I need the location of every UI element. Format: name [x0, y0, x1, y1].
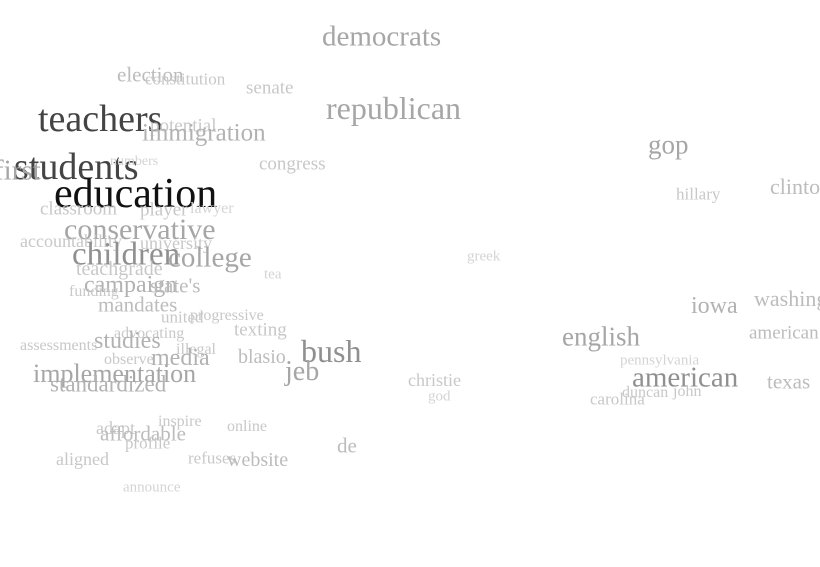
word-education: education	[54, 171, 218, 217]
word-students: students	[14, 146, 139, 188]
word-texting: texting	[234, 319, 287, 341]
word-announce: announce	[123, 479, 181, 496]
word-carolina: carolina	[590, 389, 645, 409]
word-standardized: standardized	[50, 371, 167, 397]
word-progressive: progressive	[190, 307, 264, 324]
word-media: media	[151, 345, 210, 371]
word-teachers: teachers	[38, 98, 163, 140]
word-iowa: iowa	[691, 293, 738, 319]
word-clinton: clinton	[770, 174, 820, 199]
word-children: children	[72, 236, 181, 273]
word-campaign: campaign	[84, 272, 178, 298]
word-gop: gop	[648, 129, 689, 160]
word-implementation: implementation	[33, 359, 197, 388]
word-studies: studies	[94, 328, 161, 354]
word-united: united	[161, 307, 204, 327]
word-american: american	[632, 361, 739, 394]
word-first: first	[0, 154, 41, 187]
word-lawyer: lawyer	[190, 200, 234, 217]
word-election: election	[117, 62, 184, 87]
word-god: god	[428, 388, 451, 405]
word-pennsylvania: pennsylvania	[620, 352, 700, 369]
word-texas: texas	[767, 369, 811, 394]
word-john: john	[673, 383, 702, 400]
word-teachgrade: teachgrade	[76, 258, 163, 280]
word-immigration: immigration	[142, 119, 266, 147]
word-duncan: duncan	[622, 384, 669, 401]
word-observe: observe	[104, 351, 154, 368]
word-profile: profile	[125, 433, 171, 453]
word-accountability: accountability	[20, 231, 122, 251]
word-blasio: blasio	[238, 346, 286, 368]
word-refuses: refuses	[188, 448, 237, 468]
word-online: online	[227, 418, 267, 435]
word-democrats: democrats	[322, 20, 442, 53]
word-college: college	[168, 241, 252, 274]
word-aligned: aligned	[56, 449, 109, 469]
word-republican: republican	[326, 90, 462, 126]
word-american: american	[749, 322, 819, 344]
word-english: english	[562, 321, 640, 352]
word-affordable: affordable	[100, 421, 186, 446]
word-washington: washington	[754, 286, 820, 311]
word-website: website	[227, 449, 289, 471]
word-constitution: constitution	[145, 69, 226, 89]
word-christie: christie	[408, 370, 461, 390]
word-jeb: jeb	[285, 356, 320, 387]
word-adapt: adapt	[96, 418, 135, 438]
word-state-s: state's	[150, 273, 201, 298]
word-conservative: conservative	[64, 213, 216, 246]
word-illegal: illegal	[176, 341, 216, 358]
word-player: player	[140, 199, 188, 221]
word-potential: potential	[150, 115, 217, 137]
word-numbers: numbers	[110, 154, 159, 169]
word-senate: senate	[246, 77, 294, 99]
word-classroom: classroom	[40, 198, 118, 220]
word-bush: bush	[301, 333, 362, 369]
word-tea: tea	[264, 266, 282, 283]
word-assessments: assessments	[20, 337, 98, 354]
word-mandates: mandates	[98, 292, 178, 317]
word-greek: greek	[467, 248, 501, 265]
word-advocating: advocating	[114, 325, 185, 342]
word-inspire: inspire	[158, 413, 202, 430]
word-congress: congress	[259, 153, 326, 175]
word-university: university	[140, 233, 212, 253]
word-de: de	[337, 433, 357, 458]
word-funding: funding	[69, 283, 119, 300]
word-hillary: hillary	[676, 184, 721, 204]
